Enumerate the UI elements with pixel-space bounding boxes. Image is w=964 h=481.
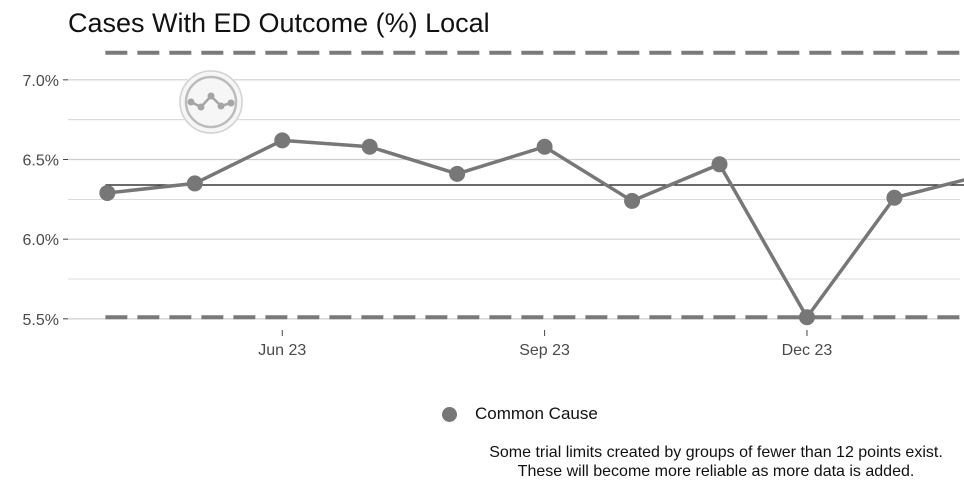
trial-limits-note: Some trial limits created by groups of f… bbox=[396, 443, 964, 481]
legend-label-common-cause: Common Cause bbox=[475, 404, 598, 423]
variation-icon-badge bbox=[179, 70, 243, 134]
legend-marker-common-cause bbox=[442, 406, 457, 422]
legend: Common Cause bbox=[442, 404, 598, 424]
series-line bbox=[107, 138, 964, 320]
x-tick-label: Dec 23 bbox=[782, 342, 833, 359]
y-tick-label: 7.0% bbox=[23, 73, 59, 90]
data-point bbox=[624, 192, 641, 209]
data-point bbox=[798, 309, 815, 326]
chart-title: Cases With ED Outcome (%) Local bbox=[68, 8, 490, 38]
control-limits bbox=[105, 50, 964, 320]
x-tick-label: Sep 23 bbox=[519, 342, 570, 359]
data-point bbox=[711, 156, 728, 173]
data-point bbox=[99, 184, 116, 201]
y-axis-ticks: 5.5% 6.0% 6.5% 7.0% bbox=[23, 73, 68, 329]
data-point bbox=[449, 165, 466, 182]
y-tick-label: 5.5% bbox=[23, 312, 59, 329]
data-point bbox=[186, 175, 203, 192]
data-point bbox=[361, 138, 378, 155]
series-common-cause bbox=[99, 132, 964, 326]
note-line-1: Some trial limits created by groups of f… bbox=[489, 444, 943, 461]
data-point bbox=[886, 189, 903, 206]
y-tick-label: 6.5% bbox=[23, 153, 59, 170]
note-line-2: These will become more reliable as more … bbox=[517, 463, 915, 480]
data-point bbox=[536, 138, 553, 155]
data-point bbox=[274, 132, 291, 149]
y-tick-label: 6.0% bbox=[23, 232, 59, 249]
x-tick-label: Jun 23 bbox=[258, 342, 306, 359]
x-axis-ticks: Jun 23 Sep 23 Dec 23 bbox=[258, 330, 832, 359]
